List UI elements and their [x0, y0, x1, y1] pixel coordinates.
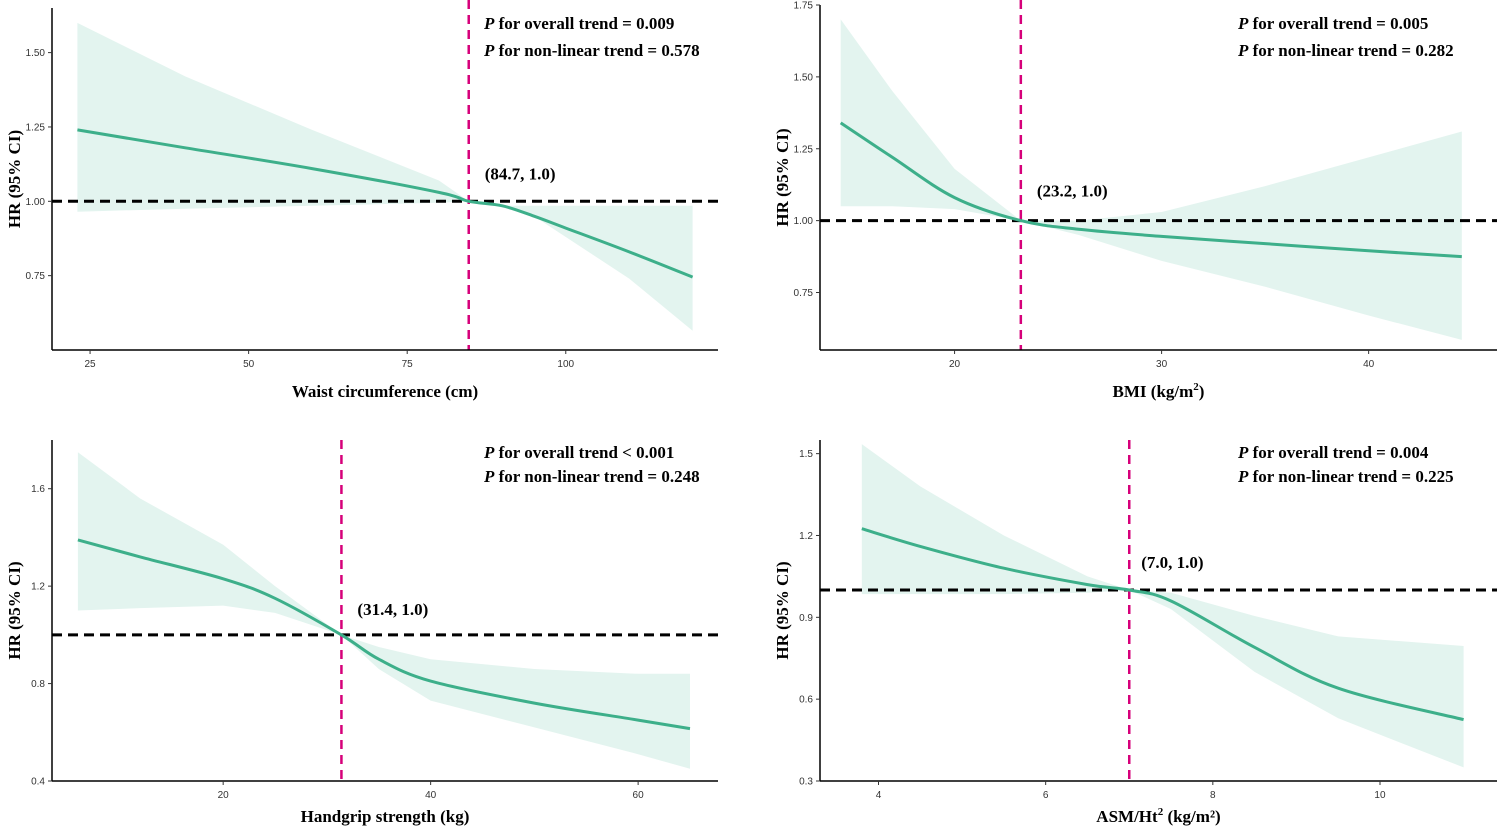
y-tick-label: 1.00 — [26, 197, 46, 208]
hr-curve — [77, 128, 694, 279]
confidence-band — [840, 19, 1462, 340]
y-tick-label: 1.5 — [799, 449, 813, 460]
p-nonlinear-trend: P for non-linear trend = 0.578 — [483, 41, 700, 60]
p-nonlinear-trend: P for non-linear trend = 0.282 — [1237, 41, 1454, 60]
y-tick-label: 1.2 — [799, 531, 813, 542]
x-tick-label: 6 — [1043, 790, 1049, 801]
y-tick-label: 1.25 — [794, 144, 814, 155]
x-tick-label: 75 — [402, 359, 414, 370]
x-tick-label: 20 — [949, 359, 961, 370]
x-tick-label: 8 — [1210, 790, 1216, 801]
p-overall-trend: P for overall trend < 0.001 — [483, 443, 674, 462]
y-tick-label: 1.50 — [794, 72, 814, 83]
p-nonlinear-trend: P for non-linear trend = 0.225 — [1237, 467, 1454, 486]
x-axis-title: Waist circumference (cm) — [292, 382, 478, 401]
y-tick-label: 1.75 — [794, 1, 814, 12]
knot-annotation: (31.4, 1.0) — [357, 600, 428, 619]
x-tick-label: 4 — [876, 790, 882, 801]
confidence-band — [77, 22, 693, 331]
y-tick-label: 0.75 — [26, 271, 46, 282]
x-tick-label: 40 — [1363, 359, 1375, 370]
y-tick-label: 1.6 — [31, 484, 45, 495]
y-tick-label: 0.9 — [799, 613, 813, 624]
knot-annotation: (7.0, 1.0) — [1141, 553, 1203, 572]
confidence-band — [861, 444, 1464, 768]
knot-annotation: (23.2, 1.0) — [1037, 182, 1108, 201]
x-tick-label: 10 — [1374, 790, 1386, 801]
x-tick-label: 25 — [84, 359, 96, 370]
y-tick-label: 1.2 — [31, 582, 45, 593]
panel-4: 4 6 8 10 0.3 0.6 0.9 1.2 1.5 ASM/Ht2 (kg/m²) HR (9… — [773, 440, 1497, 826]
x-tick-label: 30 — [1156, 359, 1168, 370]
hr-curve — [861, 527, 1464, 722]
hr-curve — [77, 538, 691, 731]
x-tick-label: 60 — [633, 790, 645, 801]
panel-2: 20 30 40 0.75 1.00 1.25 1.50 1.75 BMI (kg/m2) HR … — [773, 0, 1497, 401]
y-tick-label: 0.75 — [794, 288, 814, 299]
panel-1: 25 50 75 100 0.75 1.00 1.25 1.50 Waist circumfer… — [5, 0, 718, 401]
y-axis-title: HR (95% CI) — [773, 128, 792, 226]
y-tick-label: 0.6 — [799, 695, 813, 706]
y-tick-label: 0.3 — [799, 777, 813, 788]
y-tick-label: 1.25 — [26, 122, 46, 133]
p-overall-trend: P for overall trend = 0.005 — [1237, 14, 1428, 33]
p-overall-trend: P for overall trend = 0.009 — [483, 14, 674, 33]
y-axis-title: HR (95% CI) — [773, 561, 792, 659]
knot-annotation: (84.7, 1.0) — [485, 164, 556, 183]
p-nonlinear-trend: P for non-linear trend = 0.248 — [483, 467, 700, 486]
y-tick-label: 1.50 — [26, 48, 46, 59]
y-tick-label: 0.4 — [31, 777, 45, 788]
x-tick-label: 50 — [243, 359, 255, 370]
x-axis-title: Handgrip strength (kg) — [301, 807, 470, 826]
x-tick-label: 20 — [218, 790, 230, 801]
confidence-band — [77, 452, 690, 769]
x-tick-label: 40 — [425, 790, 437, 801]
y-axis-title: HR (95% CI) — [5, 130, 24, 228]
y-tick-label: 0.8 — [31, 679, 45, 690]
panel-3: 20 40 60 0.4 0.8 1.2 1.6 Handgrip strength (kg)… — [5, 440, 718, 826]
p-overall-trend: P for overall trend = 0.004 — [1237, 443, 1429, 462]
hr-curve — [839, 121, 1462, 259]
x-axis-title: BMI (kg/m2) — [1113, 381, 1205, 401]
y-axis-title: HR (95% CI) — [5, 561, 24, 659]
x-tick-label: 100 — [557, 359, 574, 370]
y-tick-label: 1.00 — [794, 216, 814, 227]
x-axis-title: ASM/Ht2 (kg/m²) — [1096, 806, 1220, 826]
